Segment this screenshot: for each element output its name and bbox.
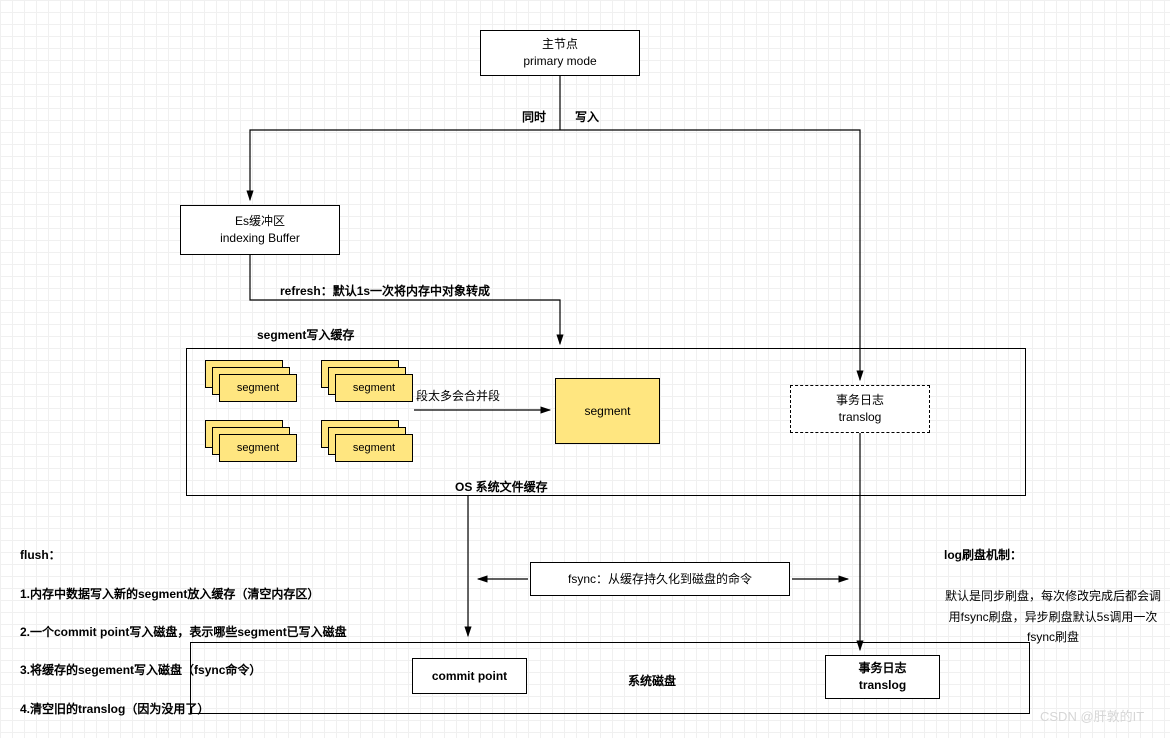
disk-translog-line1: 事务日志 [858, 660, 906, 677]
seg-label: segment [237, 442, 279, 454]
buffer-node: Es缓冲区 indexing Buffer [180, 205, 340, 255]
seg-label: segment [353, 442, 395, 454]
translog-node: 事务日志 translog [790, 385, 930, 433]
watermark: CSDN @肝敦的IT [1040, 706, 1144, 725]
write-sim-label: 同时 [522, 108, 546, 125]
buffer-line2: indexing Buffer [220, 230, 300, 247]
big-segment: segment [555, 378, 660, 444]
seg-stack: segment [335, 374, 413, 402]
sys-disk-label: 系统磁盘 [628, 672, 676, 689]
seg-label: segment [353, 382, 395, 394]
disk-translog-line2: translog [859, 677, 906, 694]
translog-line2: translog [839, 409, 882, 426]
write-in-label: 写入 [575, 108, 599, 125]
flush-2: 2.一个commit point写入磁盘，表示哪些segment已写入磁盘 [20, 623, 420, 642]
primary-line1: 主节点 [542, 36, 578, 53]
log-text: 默认是同步刷盘，每次修改完成后都会调用fsync刷盘，异步刷盘默认5s调用一次f… [944, 586, 1162, 647]
log-title: log刷盘机制： [944, 545, 1162, 565]
primary-node: 主节点 primary mode [480, 30, 640, 76]
commit-point-label: commit point [432, 668, 507, 685]
commit-point-node: commit point [412, 658, 527, 694]
primary-line2: primary mode [523, 53, 596, 70]
big-seg-label: segment [584, 404, 630, 418]
buffer-line1: Es缓冲区 [235, 213, 285, 230]
flush-title: flush： [20, 546, 420, 565]
flush-1: 1.内存中数据写入新的segment放入缓存（清空内存区） [20, 585, 420, 604]
fsync-label: fsync：从缓存持久化到磁盘的命令 [568, 571, 752, 588]
refresh-label: refresh：默认1s一次将内存中对象转成 [280, 282, 490, 299]
merge-label: 段太多会合并段 [416, 387, 500, 404]
seg-stack: segment [335, 434, 413, 462]
translog-line1: 事务日志 [836, 392, 884, 409]
os-cache-label: OS 系统文件缓存 [455, 478, 548, 495]
seg-stack: segment [219, 434, 297, 462]
fsync-node: fsync：从缓存持久化到磁盘的命令 [530, 562, 790, 596]
seg-cache-label: segment写入缓存 [257, 326, 354, 343]
disk-translog-node: 事务日志 translog [825, 655, 940, 699]
seg-stack: segment [219, 374, 297, 402]
seg-label: segment [237, 382, 279, 394]
